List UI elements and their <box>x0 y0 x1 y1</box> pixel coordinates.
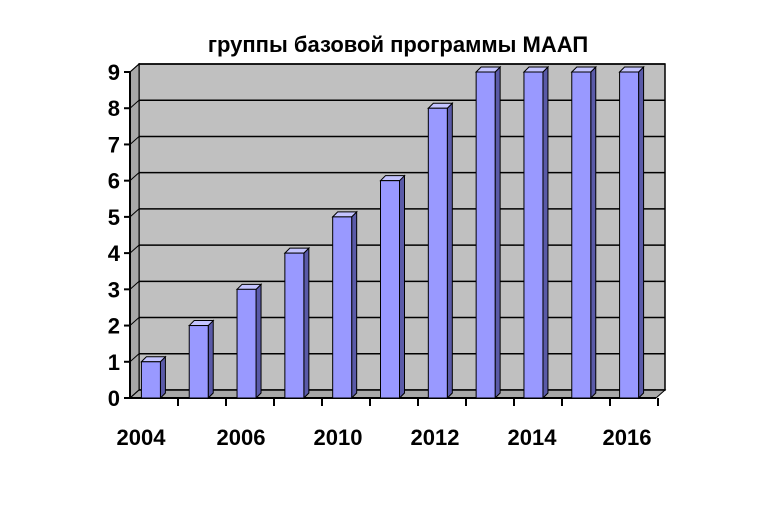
bar <box>570 65 597 400</box>
bar-front <box>523 71 544 399</box>
bar-top <box>522 66 550 73</box>
x-axis-ticks: 2004 2006 2010 2012 2014 2016 <box>117 398 659 450</box>
bar <box>379 174 406 400</box>
y-tick-label: 7 <box>108 132 120 157</box>
gridline-side <box>129 136 140 145</box>
bar-front <box>571 71 592 399</box>
x-tick-label: 2004 <box>117 425 167 450</box>
y-tick-label: 5 <box>108 205 120 230</box>
x-tick-label: 2016 <box>603 425 652 450</box>
y-axis-ticks: 0 1 2 3 4 5 6 7 8 9 <box>108 60 130 411</box>
gridline-side <box>129 317 140 326</box>
bar <box>283 246 311 400</box>
bar-side <box>351 210 358 400</box>
y-tick-label: 2 <box>108 314 120 339</box>
bar-top <box>618 66 645 73</box>
bar-side <box>446 102 453 400</box>
bar-side <box>303 246 310 400</box>
y-tick-label: 8 <box>108 96 120 121</box>
bar-top <box>235 283 263 290</box>
bar-top <box>331 211 358 218</box>
bar-top <box>379 175 406 182</box>
y-tick-label: 4 <box>108 241 121 266</box>
bar-side <box>255 283 262 400</box>
bar-front <box>140 361 161 399</box>
gridline-side <box>129 280 140 290</box>
bar <box>474 65 502 400</box>
bar-side <box>542 65 549 400</box>
gridline-side <box>129 99 140 109</box>
bar-top <box>283 247 311 254</box>
chart-title: группы базовой программы МААП <box>208 32 588 57</box>
gridline-side <box>129 208 140 218</box>
y-tick-label: 1 <box>108 350 120 375</box>
bar <box>427 102 454 400</box>
x-tick-label: 2014 <box>508 425 558 450</box>
bar-front <box>284 252 305 399</box>
bar <box>522 65 550 400</box>
bar-side <box>159 355 166 400</box>
gridline-side <box>129 172 140 182</box>
bar-front <box>475 71 496 399</box>
bar-side <box>638 65 645 400</box>
bar <box>188 319 215 400</box>
bar-top <box>140 356 167 363</box>
bar-front <box>236 288 257 399</box>
plot-side-wall <box>129 62 140 400</box>
gridline-side <box>129 63 140 73</box>
bar-top <box>570 66 597 73</box>
bar <box>140 355 167 400</box>
bar-side <box>207 319 214 400</box>
bar <box>235 283 263 400</box>
bar <box>618 65 645 400</box>
gridline-side <box>129 353 140 363</box>
gridline-side <box>129 389 140 399</box>
bar-top <box>474 66 502 73</box>
bar-side <box>494 65 501 400</box>
x-tick-label: 2006 <box>217 425 266 450</box>
x-tick-label: 2010 <box>314 425 363 450</box>
y-tick-label: 3 <box>108 277 120 302</box>
y-tick-label: 6 <box>108 169 120 194</box>
bar-front <box>427 107 448 399</box>
bar-front <box>619 71 640 399</box>
bar-front <box>380 180 400 399</box>
bar-front <box>332 216 353 399</box>
bar-front <box>188 325 209 399</box>
bar <box>331 210 358 400</box>
bar-side <box>399 174 405 400</box>
bar-top <box>188 320 215 327</box>
bar-top <box>427 102 454 109</box>
bar-side <box>590 65 597 400</box>
gridline-side <box>129 244 140 254</box>
bars-group <box>140 65 645 400</box>
x-tick-label: 2012 <box>411 425 460 450</box>
y-tick-label: 9 <box>108 60 120 85</box>
y-tick-label: 0 <box>108 386 120 411</box>
